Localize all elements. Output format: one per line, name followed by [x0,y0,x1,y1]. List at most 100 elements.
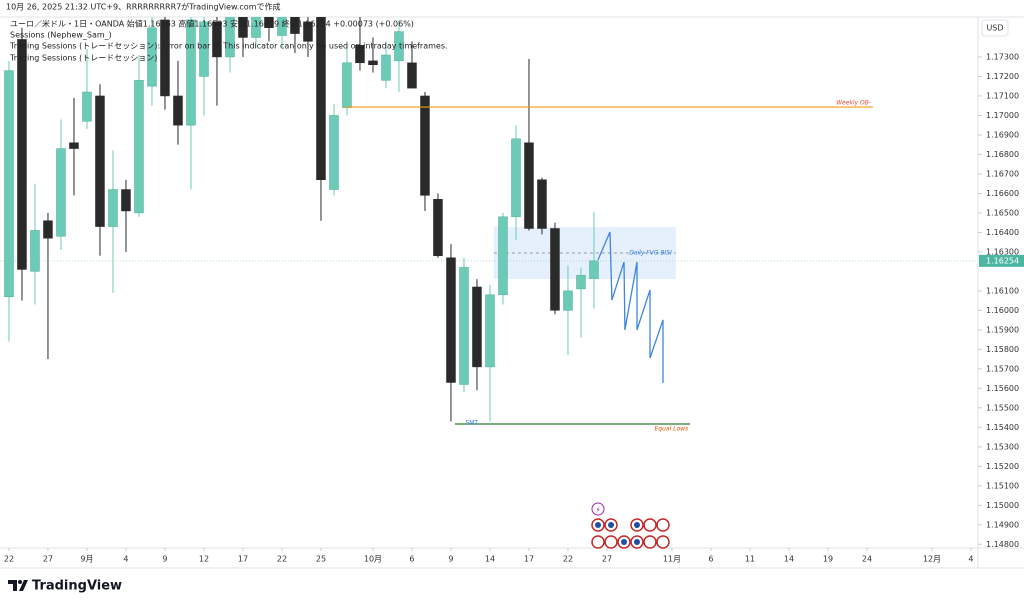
candle-body [212,21,222,58]
projection-path [597,231,664,383]
candle-body [381,54,391,81]
x-tick-label: 22 [277,555,287,564]
x-tick-label: 25 [316,555,326,564]
candle-body [511,138,521,218]
candle-body [368,60,378,66]
y-tick-label: 1.15800 [986,345,1019,354]
y-tick-label: 1.17100 [986,91,1019,100]
x-tick-label: 9 [162,555,167,564]
candle-body [355,45,365,64]
x-tick-label: 22 [563,555,573,564]
x-tick-label: 10月 [364,555,382,564]
event-icon[interactable] [643,518,657,532]
y-tick-label: 1.17200 [986,72,1019,81]
x-tick-label: 19 [823,555,833,564]
candle-body [524,142,534,229]
event-icon[interactable] [656,518,670,532]
x-tick-label: 24 [862,555,872,564]
candle-body [56,148,66,237]
candle-body [459,267,469,385]
candle-body [537,179,547,229]
candle-body [303,21,313,42]
candle-body [342,62,352,108]
event-icon[interactable] [643,535,657,549]
candle-body [199,21,209,77]
x-tick-label: 9 [448,555,453,564]
event-icon: ⚡ [595,506,601,515]
candle-body [420,95,430,196]
last-price-label: 1.16254 [986,256,1019,265]
level-label: Equal Lows [654,426,688,433]
x-tick-label: 11月 [663,555,681,564]
y-tick-label: 1.15900 [986,325,1019,334]
level-label: Weekly OB- [836,100,871,107]
candle-body [433,199,443,257]
candle-body [277,17,287,36]
candle-body [4,70,14,297]
event-icon[interactable] [591,535,605,549]
x-tick-label: 14 [784,555,794,564]
x-tick-label: 17 [238,555,248,564]
y-tick-label: 1.16600 [986,189,1019,198]
candle-body [407,62,417,89]
candle-body [329,115,339,190]
indicator: Trading Sessions (トレードセッション) [9,54,157,63]
candle-body [160,19,170,97]
y-tick-label: 1.15700 [986,364,1019,373]
x-tick-label: 11 [745,555,755,564]
candle-body [589,260,599,279]
x-tick-label: 27 [602,555,612,564]
y-tick-label: 1.16300 [986,247,1019,256]
created-text: 10月 26, 2025 21:32 UTC+9、RRRRRRRRR7がTrad… [6,2,281,12]
annotation: SMT [465,420,478,427]
candle-body [264,17,274,28]
indicator: Sessions (Nephew_Sam_) [10,31,112,40]
x-tick-label: 9月 [80,555,93,564]
y-tick-label: 1.16700 [986,169,1019,178]
logo: TradingView [8,579,122,594]
candle-body [17,39,27,270]
y-tick-label: 1.15600 [986,384,1019,393]
last-price-tag [979,254,1024,267]
candle-body [563,290,573,311]
candle-body [576,275,586,290]
candle-body [550,228,560,311]
plot-area: Daily FVG BISI Weekly OB- Equal Lows SMT [0,17,978,433]
candle-body [147,27,157,87]
x-tick-label: 4 [123,555,128,564]
x-tick-label: 27 [43,555,53,564]
x-tick-label: 6 [409,555,414,564]
event-icons: ⚡ [591,502,670,549]
y-tick-label: 1.16900 [986,130,1019,139]
candle-body [82,91,92,122]
y-tick-label: 1.16800 [986,150,1019,159]
candle-body [316,17,326,181]
event-icon[interactable] [604,535,618,549]
candle-body [446,257,456,383]
y-tick-label: 1.15200 [986,462,1019,471]
logo-text: TradingView [32,579,122,594]
candle-body [498,216,508,296]
x-tick-label: 12 [199,555,209,564]
candle-body [251,17,261,38]
event-icon[interactable] [591,502,605,516]
x-tick-label: 6 [708,555,713,564]
y-tick-label: 1.15000 [986,501,1019,510]
event-icon[interactable] [656,535,670,549]
candle-body [173,95,183,126]
candle-body [95,95,105,227]
y-tick-label: 1.17000 [986,111,1019,120]
symbol-line: ユーロ／米ドル・1日・OANDA 始値1.16163 高値1.16503 安値1… [10,19,414,29]
currency-box[interactable] [981,19,1009,37]
y-tick-label: 1.16500 [986,208,1019,217]
candle-body [43,220,53,239]
y-tick-label: 1.15400 [986,423,1019,432]
candle-body [186,19,196,126]
y-tick-label: 1.14800 [986,540,1019,549]
y-tick-label: 1.15300 [986,442,1019,451]
y-tick-label: 1.14900 [986,520,1019,529]
currency: USD [986,24,1003,33]
candle-body [472,286,482,368]
y-tick-label: 1.15100 [986,481,1019,490]
